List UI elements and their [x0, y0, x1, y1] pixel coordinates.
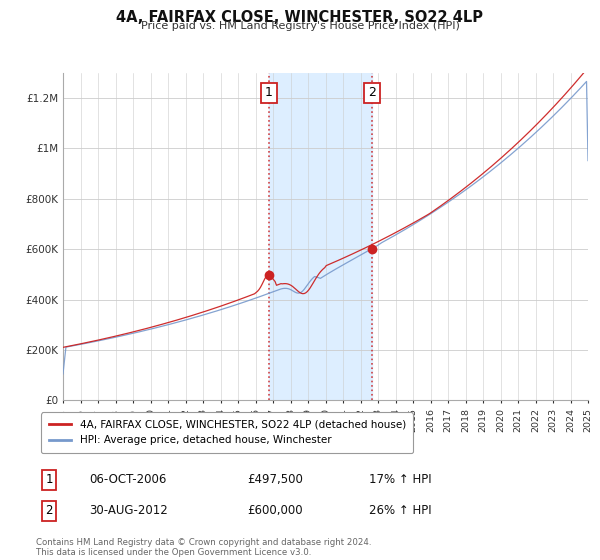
Legend: 4A, FAIRFAX CLOSE, WINCHESTER, SO22 4LP (detached house), HPI: Average price, de: 4A, FAIRFAX CLOSE, WINCHESTER, SO22 4LP … — [41, 413, 413, 452]
Text: 30-AUG-2012: 30-AUG-2012 — [89, 504, 167, 517]
Text: 1: 1 — [46, 473, 53, 487]
Text: 2: 2 — [46, 504, 53, 517]
Bar — [269, 73, 372, 400]
Text: Price paid vs. HM Land Registry's House Price Index (HPI): Price paid vs. HM Land Registry's House … — [140, 21, 460, 31]
Text: £497,500: £497,500 — [247, 473, 303, 487]
Text: 1: 1 — [265, 86, 273, 100]
Text: Contains HM Land Registry data © Crown copyright and database right 2024.
This d: Contains HM Land Registry data © Crown c… — [36, 538, 371, 557]
Text: 2: 2 — [368, 86, 376, 100]
Text: 17% ↑ HPI: 17% ↑ HPI — [368, 473, 431, 487]
Text: 4A, FAIRFAX CLOSE, WINCHESTER, SO22 4LP: 4A, FAIRFAX CLOSE, WINCHESTER, SO22 4LP — [116, 10, 484, 25]
Text: £600,000: £600,000 — [247, 504, 303, 517]
Text: 06-OCT-2006: 06-OCT-2006 — [89, 473, 166, 487]
Text: 26% ↑ HPI: 26% ↑ HPI — [368, 504, 431, 517]
